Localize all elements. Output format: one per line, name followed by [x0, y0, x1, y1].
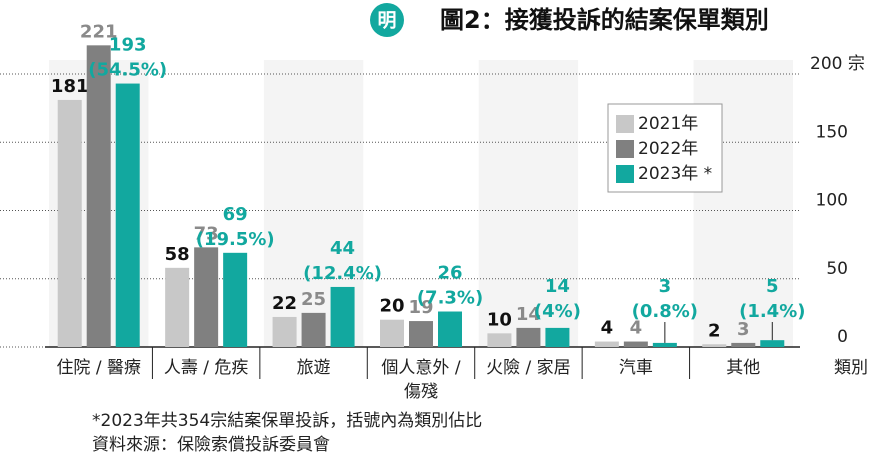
- bar: [272, 316, 297, 347]
- x-tick-label: 其他: [726, 358, 760, 378]
- y-tick-label: 50: [826, 259, 848, 279]
- value-label: 4: [601, 318, 614, 339]
- value-label: 3: [737, 319, 750, 340]
- share-label: (12.4%): [303, 263, 382, 284]
- note: *2023年共354宗結案保單投訴，括號內為類別佔比: [92, 411, 482, 431]
- share-label: (54.5%): [88, 60, 167, 81]
- bar: [409, 321, 433, 347]
- bar: [760, 340, 785, 347]
- value-label: 193: [109, 35, 147, 56]
- value-label: 19: [408, 297, 433, 318]
- bar: [57, 99, 82, 347]
- value-label: 73: [194, 223, 219, 244]
- value-label: 20: [379, 296, 404, 317]
- share-label: (7.3%): [417, 288, 483, 309]
- y-tick-label: 100: [816, 191, 848, 211]
- legend-label: 2023年 *: [638, 164, 712, 184]
- note: 資料來源：保險索償投訴委員會: [92, 435, 330, 455]
- bar: [545, 327, 570, 347]
- bar: [487, 333, 512, 347]
- legend-swatch: [616, 165, 634, 183]
- value-label: 10: [487, 309, 512, 330]
- legend-label: 2021年: [638, 114, 698, 134]
- value-label: 25: [301, 289, 326, 310]
- bar: [301, 312, 326, 347]
- bar: [194, 247, 219, 347]
- chart-title: 圖2：接獲投訴的結案保單類別: [440, 6, 769, 34]
- bar: [623, 341, 648, 347]
- share-label: (0.8%): [632, 301, 698, 322]
- value-label: 2: [708, 320, 721, 341]
- x-tick-label: 火險 / 家居: [486, 358, 571, 378]
- legend-swatch: [616, 115, 634, 133]
- x-axis-label: 類別: [834, 358, 868, 378]
- y-tick-label: 0: [837, 327, 848, 347]
- x-tick-label: 人壽 / 危疾: [164, 358, 249, 378]
- value-label: 22: [272, 293, 297, 314]
- x-tick-label: 住院 / 醫療: [56, 358, 141, 378]
- y-tick-label: 150: [816, 122, 848, 142]
- bar: [438, 311, 462, 347]
- value-label: 181: [51, 76, 89, 97]
- value-label: 69: [223, 204, 248, 225]
- share-label: (19.5%): [196, 229, 275, 250]
- bar: [702, 344, 727, 347]
- value-label: 26: [437, 263, 462, 284]
- bar: [86, 45, 111, 348]
- bar: [594, 341, 619, 347]
- value-label: 5: [766, 276, 779, 297]
- value-label: 14: [516, 304, 541, 325]
- value-label: 58: [165, 244, 190, 265]
- legend-label: 2022年: [638, 139, 698, 159]
- x-tick-label: 旅遊: [297, 358, 331, 378]
- x-tick-label: 汽車: [619, 358, 653, 378]
- share-label: (4%): [534, 301, 581, 322]
- share-label: (1.4%): [739, 301, 805, 322]
- bar: [223, 252, 248, 347]
- y-tick-label: 200 宗: [810, 54, 865, 74]
- value-label: 221: [80, 21, 118, 42]
- bar: [330, 286, 355, 347]
- value-label: 3: [659, 276, 672, 297]
- bar: [516, 327, 541, 347]
- logo-badge: [370, 3, 404, 37]
- bar: [165, 267, 190, 347]
- x-tick-label: 個人意外 /傷殘: [381, 358, 460, 402]
- legend-swatch: [616, 140, 634, 158]
- bar: [380, 319, 404, 347]
- value-label: 44: [330, 238, 355, 259]
- band: [478, 60, 579, 347]
- bar: [115, 83, 140, 348]
- logo: 明: [377, 10, 396, 32]
- value-label: 14: [545, 276, 570, 297]
- value-label: 4: [630, 318, 643, 339]
- bar: [652, 342, 677, 347]
- bar: [731, 342, 756, 347]
